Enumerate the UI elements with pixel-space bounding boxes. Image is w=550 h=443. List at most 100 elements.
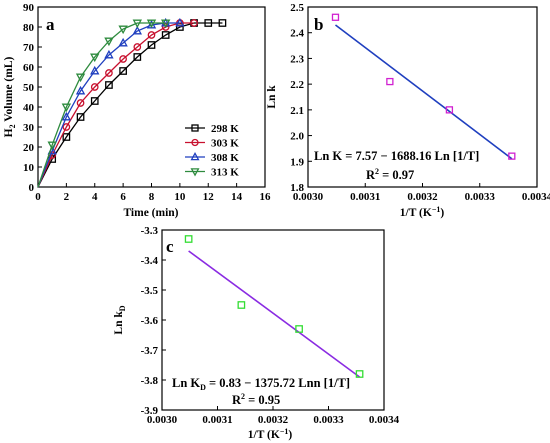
- data-point-308k: [75, 85, 86, 95]
- data-point-298k: [218, 19, 227, 27]
- panel-b-ytick-label: 2.2: [290, 79, 304, 91]
- data-point-298k: [204, 19, 213, 27]
- panel-b-label: b: [314, 15, 323, 34]
- data-point: [445, 106, 454, 114]
- data-point: [237, 301, 246, 309]
- data-point: [295, 325, 303, 333]
- legend-marker: [191, 124, 199, 132]
- panel-a-xtick-label: 10: [174, 191, 186, 203]
- data-point-313k: [118, 25, 128, 35]
- panel-b-xtick-label: 0.0030: [293, 191, 324, 203]
- panel-c-ytick-label: -3.4: [141, 255, 159, 267]
- data-point-313k: [61, 103, 72, 113]
- data-point-303k: [105, 69, 113, 77]
- panel-a-ytick-label: 80: [23, 22, 35, 34]
- data-point-298k: [105, 81, 113, 89]
- data-point-303k: [90, 83, 99, 91]
- data-point-298k: [176, 23, 184, 31]
- panel-c-xtick-label: 0.0031: [202, 414, 232, 426]
- data-point-313k: [104, 37, 114, 47]
- panel-b-ytick-label: 2.3: [290, 53, 304, 65]
- panel-c-ytick-label: -3.7: [141, 345, 159, 357]
- panel-a-xtick-label: 6: [120, 191, 126, 203]
- panel-a-ylabel: H2 Volume (mL): [3, 56, 17, 137]
- series-line-308k: [37, 22, 180, 188]
- data-point-303k: [62, 123, 71, 131]
- data-point-313k: [47, 141, 57, 151]
- data-point-298k: [62, 133, 71, 141]
- panel-b-ytick-label: 2.0: [290, 131, 304, 143]
- series-line-313k: [37, 22, 166, 188]
- panel-a-ytick-label: 0: [29, 182, 35, 194]
- panel-c-label: c: [166, 237, 174, 256]
- panel-c-ytick-label: -3.5: [141, 285, 159, 297]
- panel-c-ytick-label: -3.3: [141, 225, 159, 237]
- panel-b-ytick-label: 1.8: [290, 182, 304, 194]
- legend-label: 298 K: [211, 123, 239, 135]
- panel-a-xlabel: Time (min): [123, 207, 178, 219]
- legend-marker: [190, 152, 200, 161]
- panel-a-xtick-label: 12: [203, 191, 215, 203]
- panel-c-ytick-label: -3.9: [141, 405, 159, 417]
- panel-a-ytick-label: 20: [23, 142, 35, 154]
- panel-b-xtick-label: 0.0032: [407, 191, 438, 203]
- panel-b-xlabel: 1/T (K−1): [400, 205, 445, 219]
- panel-b-xtick-label: 0.0034: [522, 191, 550, 203]
- panel-a-ytick-label: 10: [23, 162, 35, 174]
- data-point: [331, 13, 340, 21]
- panel-a-ytick-label: 60: [23, 62, 35, 74]
- panel-c-ytick-label: -3.8: [141, 375, 159, 387]
- panel-a-xtick-label: 8: [149, 191, 155, 203]
- data-point-303k: [76, 99, 85, 107]
- fit-line: [188, 250, 361, 378]
- data-point-298k: [76, 113, 85, 121]
- data-point-303k: [190, 19, 198, 27]
- data-point-308k: [118, 37, 128, 47]
- panel-c: 0.0030 0.0031 0.0032 0.0033 0.0034 -3.3 -3.4 -3…: [113, 225, 400, 441]
- data-point: [386, 77, 394, 86]
- data-point-313k: [75, 73, 86, 83]
- panel-a-xtick-label: 16: [260, 191, 272, 203]
- panel-a-ytick-label: 90: [23, 2, 35, 14]
- panel-c-xtick-label: 0.0032: [258, 414, 289, 426]
- panel-c-xtick-label: 0.0034: [369, 414, 400, 426]
- panel-b-xtick-label: 0.0031: [350, 191, 380, 203]
- data-point-298k: [161, 31, 170, 39]
- data-point-308k: [175, 17, 185, 27]
- panel-a-ytick-label: 40: [23, 102, 35, 114]
- legend-label: 308 K: [211, 152, 239, 164]
- panel-b-ytick-label: 2.1: [290, 105, 304, 117]
- panel-b: 0.0030 0.0031 0.0032 0.0033 0.0034 1.8 1.9 2.0 2…: [266, 2, 550, 219]
- panel-a-xtick-label: 2: [64, 191, 70, 203]
- legend-label: 303 K: [211, 138, 239, 150]
- data-point-303k: [119, 55, 127, 63]
- panel-b-r2: R2 = 0.97: [366, 167, 414, 182]
- panel-c-xlabel: 1/T (K−1): [248, 427, 293, 441]
- data-point: [355, 370, 364, 378]
- data-point-313k: [132, 19, 143, 29]
- data-point-298k: [147, 41, 156, 49]
- data-point-313k: [146, 19, 157, 29]
- data-point-308k: [104, 49, 114, 59]
- data-point-313k: [90, 53, 100, 63]
- panel-b-ytick-label: 2.4: [290, 28, 304, 40]
- panel-a-ytick-label: 50: [23, 82, 35, 94]
- data-point-298k: [119, 67, 127, 75]
- panel-c-r2: R2 = 0.95: [232, 392, 280, 407]
- panel-c-equation: Ln KD = 0.83 − 1375.72 Lnn [1/T]: [172, 376, 350, 392]
- panel-b-ytick-label: 1.9: [290, 156, 304, 168]
- panel-c-xtick-label: 0.0030: [147, 414, 178, 426]
- data-point-303k: [147, 31, 156, 39]
- panel-b-equation: Ln K = 7.57 − 1688.16 Ln [1/T]: [314, 149, 479, 163]
- panel-a-xtick-label: 4: [92, 191, 98, 203]
- data-point: [184, 235, 193, 243]
- panel-b-ytick-label: 2.5: [290, 2, 304, 14]
- panel-b-ylabel: Ln k: [266, 85, 278, 109]
- panel-c-xtick-label: 0.0033: [313, 414, 344, 426]
- panel-a: 0 2 4 6 8 10 12 14 16 0 10 20 30 40 50 60 70 80 90 a Time …: [3, 2, 271, 219]
- panel-a-xtick-label: 14: [231, 191, 243, 203]
- data-point-303k: [161, 23, 170, 31]
- panel-a-legend: 298 K 303 K 308 K 313 K: [185, 123, 239, 179]
- series-line-298k: [37, 22, 223, 188]
